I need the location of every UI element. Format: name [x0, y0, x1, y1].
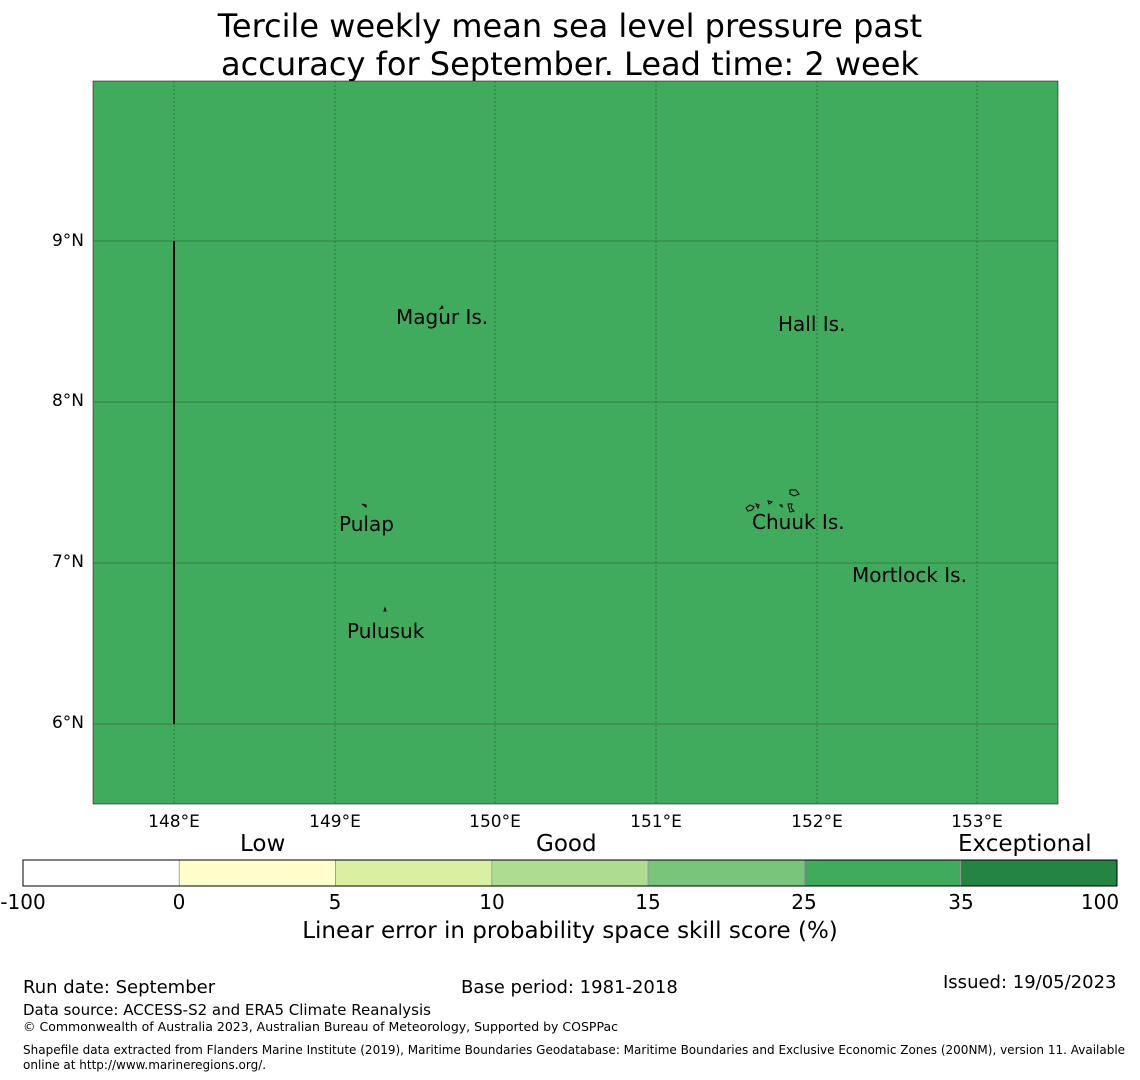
colorbar-segment: [647, 859, 805, 887]
island-chuuk-3: [767, 500, 774, 505]
colorbar-frame: [22, 859, 1118, 887]
shapefile-credit-line1: Shapefile data extracted from Flanders M…: [23, 1043, 1126, 1057]
place-label-mortlock: Mortlock Is.: [852, 563, 967, 587]
island-pulap: [361, 503, 367, 508]
colorbar-tick: 100: [1080, 890, 1120, 914]
map-gridlines: [93, 81, 1058, 804]
lon-tick-150e: 150°E: [469, 812, 521, 832]
colorbar-tick: 15: [635, 890, 661, 914]
colorbar: [22, 859, 1118, 887]
shapefile-credit-line2: online at http://www.marineregions.org/.: [23, 1058, 267, 1072]
data-source: Data source: ACCESS-S2 and ERA5 Climate …: [23, 1001, 431, 1019]
lat-tick-8n: 8°N: [51, 391, 84, 411]
island-pulusuk: [383, 606, 387, 612]
chart-title-line2: accuracy for September. Lead time: 2 wee…: [221, 45, 919, 83]
lat-tick-9n: 9°N: [51, 231, 84, 251]
island-chuuk-4: [789, 489, 800, 497]
island-magur: [438, 305, 444, 310]
place-label-hall: Hall Is.: [778, 312, 846, 336]
place-label-chuuk: Chuuk Is.: [752, 510, 845, 534]
lon-tick-153e: 153°E: [951, 812, 1003, 832]
island-chuuk-5: [787, 503, 795, 513]
island-chuuk-2: [755, 503, 760, 510]
run-date: Run date: September: [23, 977, 216, 998]
place-label-pulap: Pulap: [339, 512, 394, 536]
lon-tick-151e: 151°E: [630, 812, 682, 832]
colorbar-segment: [804, 859, 962, 887]
lat-tick-6n: 6°N: [51, 713, 84, 733]
colorbar-tick: 0: [172, 890, 186, 914]
lon-tick-149e: 149°E: [309, 812, 361, 832]
place-label-magur: Magur Is.: [396, 305, 489, 329]
colorbar-segment: [491, 859, 649, 887]
base-period: Base period: 1981-2018: [461, 977, 678, 998]
colorbar-tick: 25: [791, 890, 817, 914]
chart-title-line1: Tercile weekly mean sea level pressure p…: [217, 7, 923, 45]
colorbar-label: Linear error in probability space skill …: [302, 918, 838, 944]
copyright: © Commonwealth of Australia 2023, Austra…: [23, 1019, 618, 1034]
colorbar-segment: [335, 859, 493, 887]
map-background: [92, 80, 1059, 805]
colorbar-tick: -100: [0, 890, 46, 914]
issued-date: Issued: 19/05/2023: [943, 972, 1117, 993]
legend-category-exceptional: Exceptional: [958, 831, 1092, 857]
colorbar-tick: 10: [479, 890, 505, 914]
island-chuuk-1: [745, 504, 755, 512]
colorbar-tick: 5: [328, 890, 342, 914]
island-outlines: [361, 305, 800, 612]
legend-category-good: Good: [536, 831, 597, 857]
colorbar-segment: [22, 859, 180, 887]
colorbar-tick: 35: [948, 890, 974, 914]
colorbar-segment: [178, 859, 336, 887]
colorbar-segment: [960, 859, 1118, 887]
lat-tick-7n: 7°N: [51, 552, 84, 572]
island-chuuk-6: [778, 504, 783, 509]
lon-tick-152e: 152°E: [791, 812, 843, 832]
legend-category-low: Low: [240, 831, 286, 857]
place-label-pulusuk: Pulusuk: [347, 619, 425, 643]
lon-tick-148e: 148°E: [148, 812, 200, 832]
